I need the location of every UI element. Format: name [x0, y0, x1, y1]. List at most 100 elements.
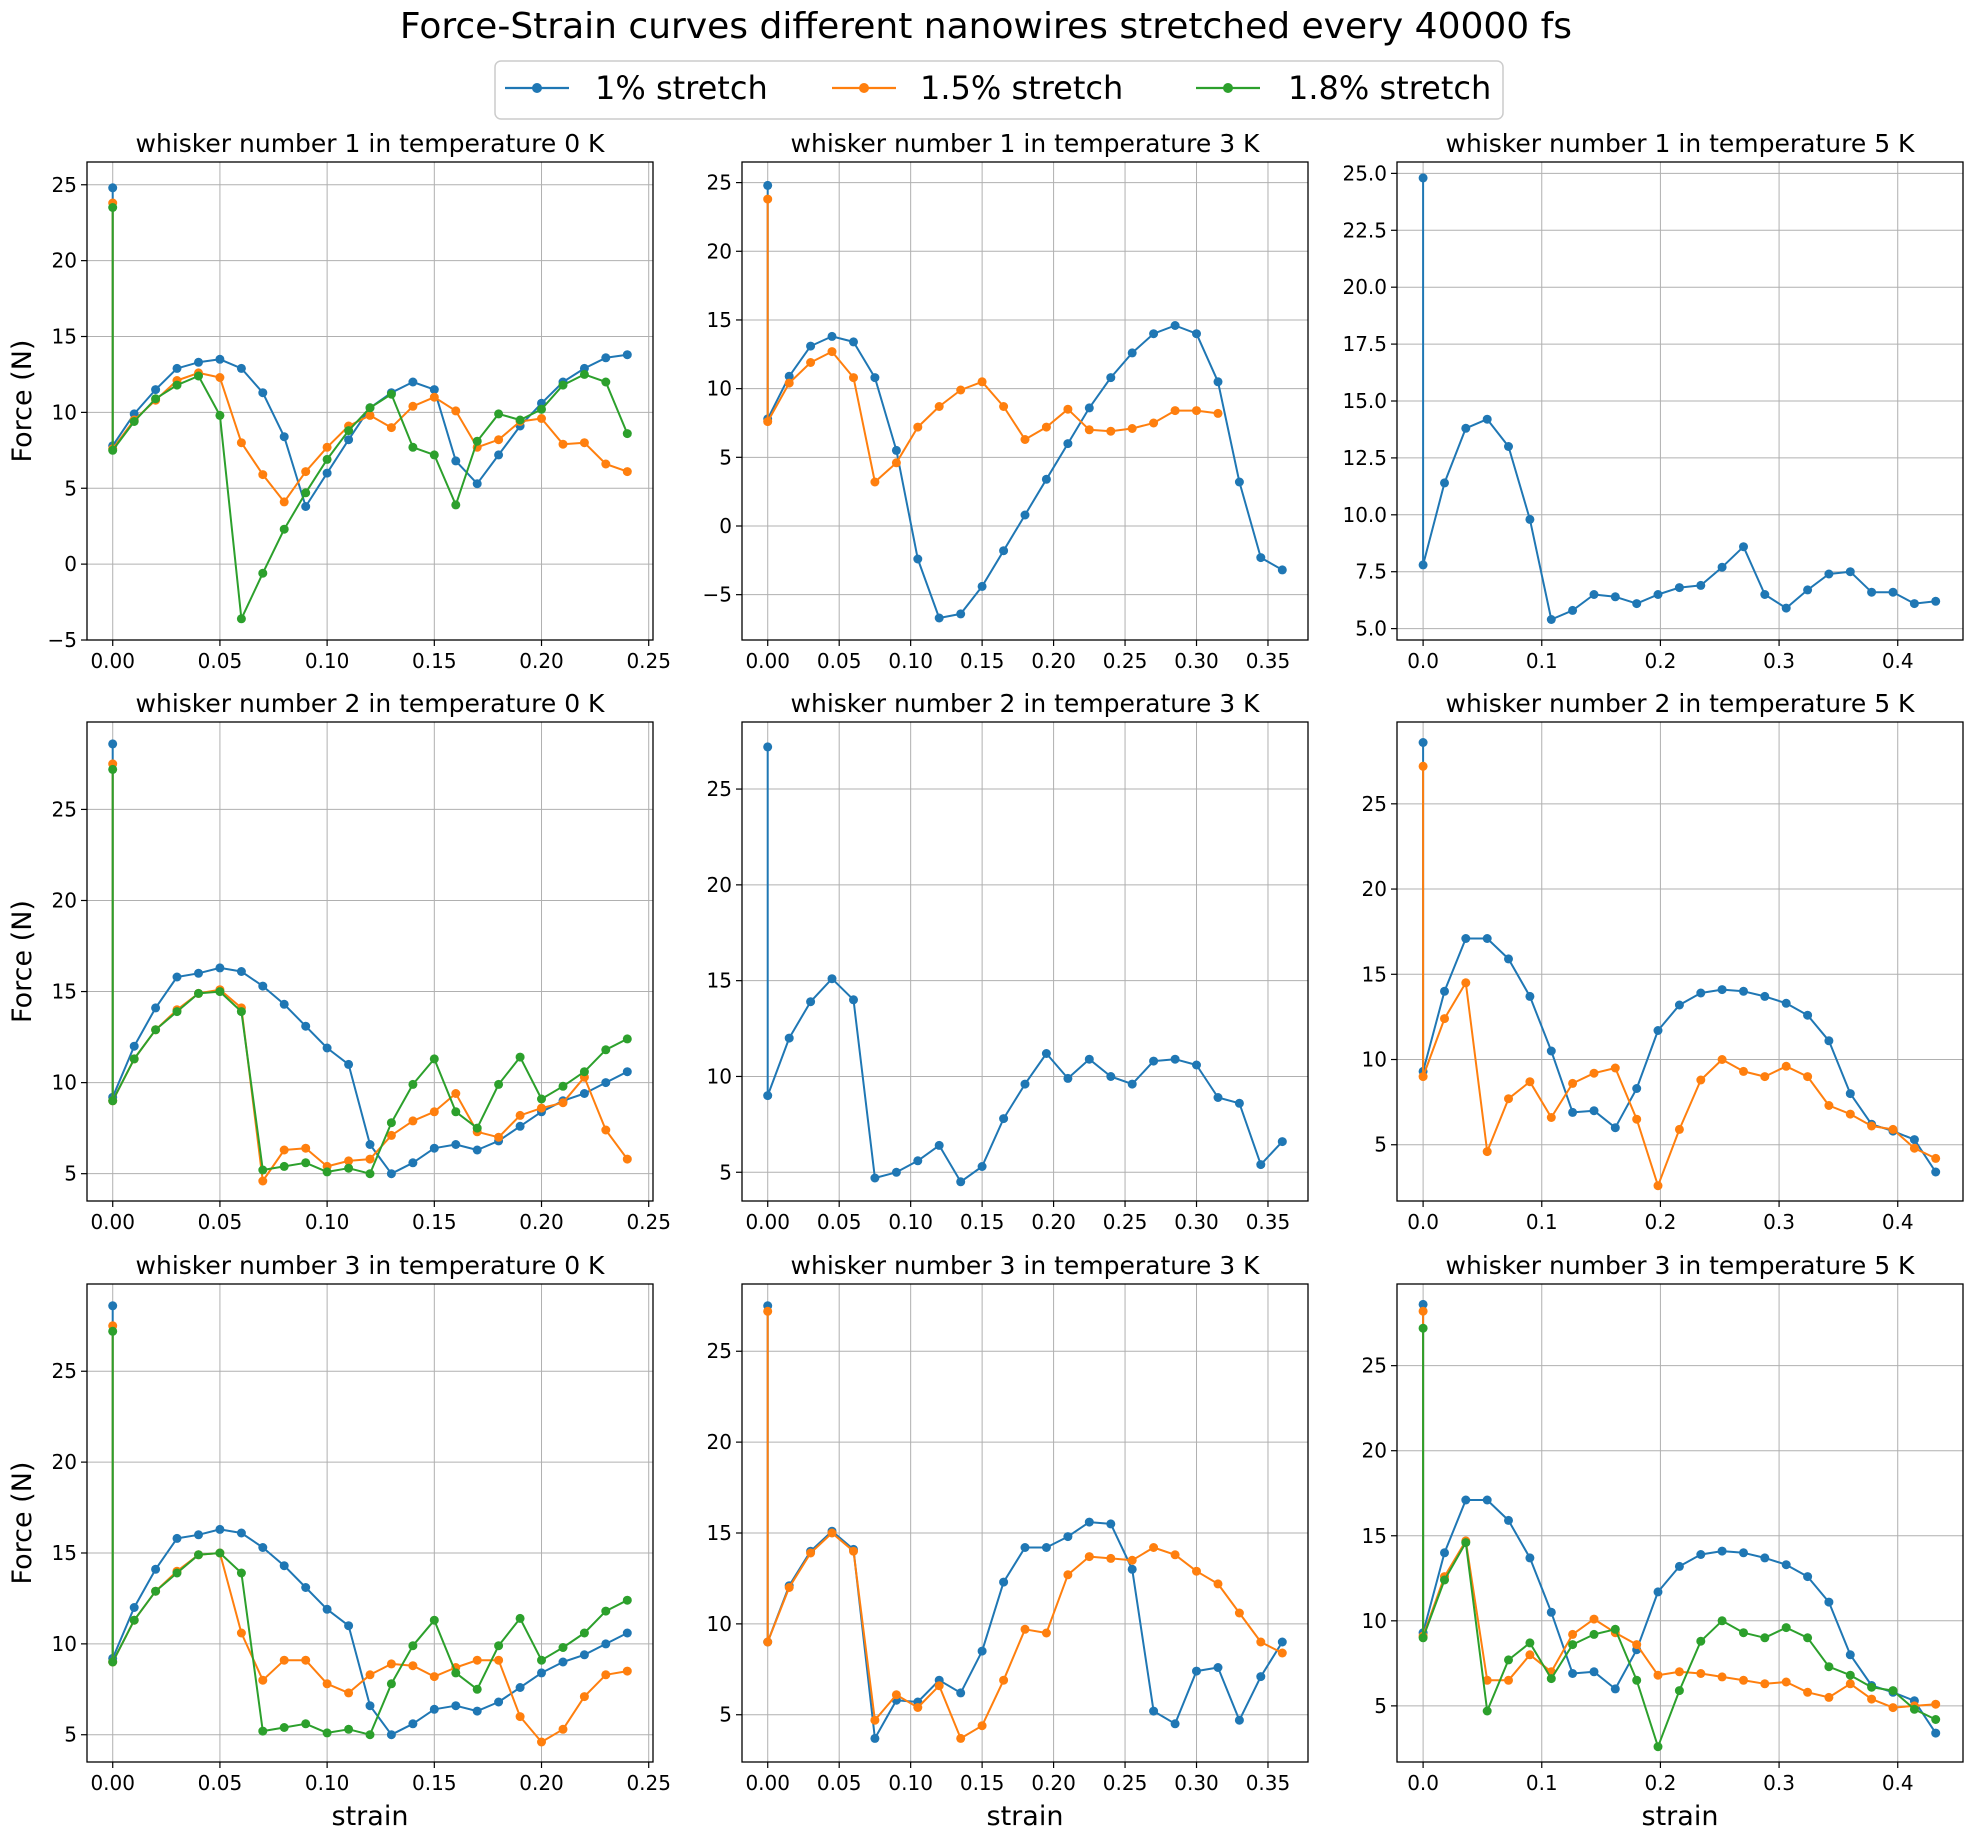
panel-9-series-3-point-14: [1696, 1636, 1706, 1646]
panel-8-series-2-point-16: [1084, 1552, 1094, 1562]
panel-4-series-2-point-22: [558, 1098, 568, 1108]
panel-1-series-1-point-5: [194, 357, 203, 367]
panel-7-series-2-point-25: [622, 1666, 632, 1676]
panel-4-series-1-point-24: [601, 1078, 611, 1088]
panel-9-series-3-point-19: [1803, 1633, 1813, 1643]
legend-entry-3: 1.8% stretch: [1196, 69, 1491, 107]
panel-2-series-1-point-5: [849, 337, 858, 347]
panel-2-series-1-point-19: [1149, 329, 1159, 339]
panel-1-ytick-label-0: −5: [48, 628, 77, 652]
panel-8-xtick-label-1: 0.05: [817, 1771, 862, 1795]
panel-8-xlabel: strain: [987, 1801, 1064, 1832]
panel-4-series-3-point-0: [108, 764, 118, 774]
panel-6-series-2-point-15: [1717, 1055, 1727, 1064]
panel-5: 0.00 0.05 0.10 0.15 0.20 0.25 0.30 0.35 5 10 15 20 2…: [707, 689, 1309, 1234]
panel-7-series-3-point-5: [194, 1550, 203, 1560]
panel-6-series-2-point-2: [1440, 1014, 1449, 1024]
panel-4-series-2-point-9: [279, 1145, 289, 1155]
panel-4-frame: [86, 721, 654, 1202]
panel-1-ytick-label-5: 20: [52, 249, 77, 273]
panel-7-series-1-point-13: [365, 1701, 375, 1711]
panel-9-xtick-label-0: 0.0: [1407, 1771, 1439, 1795]
panel-2-series-1-point-18: [1127, 348, 1137, 358]
panel-8-series-2-point-25: [1277, 1648, 1287, 1658]
panel-1-series-1-point-4: [172, 363, 182, 373]
panel-1-series-2-point-15: [408, 401, 418, 411]
panel-3-series-1-point-4: [1482, 414, 1492, 424]
panel-1-series-3-point-3: [151, 394, 161, 404]
panel-9-series-2-point-14: [1696, 1669, 1706, 1678]
panel-4-series-2-point-16: [429, 1107, 439, 1117]
panel-6-series-2-point-19: [1803, 1072, 1813, 1082]
panel-1-series-1-point-18: [472, 479, 482, 489]
panel-2-series-2-point-0: [763, 194, 773, 204]
panel-6-series-1: [1418, 738, 1941, 1177]
panel-7-series-1-point-0: [108, 1301, 118, 1311]
panel-3-ytick-label-4: 15.0: [1342, 389, 1387, 413]
panel-9-ytick-label-3: 20: [1362, 1439, 1387, 1463]
panel-4-series-3-point-6: [215, 987, 225, 997]
panel-9-series-3-point-24: [1909, 1704, 1919, 1714]
panel-7-series-1-point-14: [386, 1730, 396, 1740]
panel-2-series-2-point-12: [999, 402, 1009, 411]
panel-8-series-2-point-18: [1127, 1555, 1137, 1565]
panel-4-series-2-point-14: [386, 1130, 396, 1140]
panel-7-series-2-point-15: [408, 1661, 418, 1671]
panel-9-series-3-point-15: [1717, 1616, 1727, 1626]
panel-9-series-1-point-10: [1610, 1684, 1620, 1694]
panel-3-series-1-point-12: [1653, 590, 1663, 599]
panel-7-series-3-point-11: [322, 1728, 332, 1738]
panel-1-series-3-point-23: [579, 369, 589, 379]
panel-6-series-2-point-13: [1674, 1124, 1684, 1134]
panel-2-ytick-label-4: 15: [707, 308, 732, 332]
panel-4-series-3-point-8: [258, 1165, 268, 1175]
panel-4-series-3-point-14: [386, 1118, 396, 1128]
panel-2-ytick-label-2: 5: [719, 445, 732, 469]
panel-6-series-2-point-3: [1461, 978, 1471, 988]
panel-5-series-1-point-24: [1256, 1160, 1266, 1170]
panel-6: 0.0 0.1 0.2 0.3 0.4 5 10 15 20 25 whisker number 2…: [1362, 689, 1964, 1234]
panel-5-xtick-label-3: 0.15: [960, 1210, 1005, 1234]
panel-7-series-3-point-22: [558, 1643, 568, 1652]
panel-1-series-3-point-12: [344, 426, 354, 436]
panel-8-series-2-point-7: [891, 1690, 901, 1700]
panel-5-series-1-point-2: [784, 1033, 794, 1043]
panel-8-title: whisker number 3 in temperature 3 K: [791, 1251, 1261, 1280]
panel-7-series-2-point-12: [344, 1688, 354, 1698]
panel-3-series-1: [1418, 173, 1941, 624]
panel-7-series-2-point-24: [601, 1670, 611, 1680]
panel-1-series-2-point-13: [365, 410, 375, 420]
panel-5-series-1-point-6: [870, 1173, 880, 1183]
panel-8-series-2-point-3: [806, 1548, 816, 1558]
panel-6-xtick-label-4: 0.4: [1882, 1210, 1914, 1234]
panel-5-series-1-point-8: [913, 1156, 923, 1166]
panel-9-series-2-point-22: [1867, 1694, 1877, 1704]
panel-5-series-1-point-0: [763, 742, 773, 752]
panel-4-series-1-point-10: [301, 1021, 311, 1031]
legend-entry-2: 1.5% stretch: [832, 69, 1123, 107]
panel-6-series-1-point-3: [1461, 934, 1471, 943]
panel-7-series-2-point-14: [386, 1659, 396, 1669]
panel-3-series-1-point-13: [1674, 583, 1684, 593]
panel-4-series-3: [108, 764, 632, 1179]
panel-3-series-1-point-11: [1632, 599, 1642, 609]
panel-9-series-3-point-18: [1781, 1623, 1791, 1633]
panel-4-series-2-point-8: [258, 1176, 268, 1186]
panel-3: 0.0 0.1 0.2 0.3 0.4 5.0 7.5 10.0 12.5 15.0 17.5 20.…: [1342, 129, 1964, 673]
panel-1-series-1-point-17: [451, 456, 461, 466]
panel-7-series-1-point-8: [258, 1543, 268, 1552]
panel-3-series-1-point-1: [1418, 560, 1428, 570]
panel-1-title: whisker number 1 in temperature 0 K: [136, 129, 606, 158]
panel-4-series-3-point-13: [365, 1169, 375, 1179]
panel-9-series-2-point-17: [1760, 1679, 1770, 1689]
panel-1-xtick-label-2: 0.10: [305, 649, 350, 673]
panel-2-xtick-label-4: 0.20: [1031, 649, 1076, 673]
panel-2-series-1-point-15: [1063, 439, 1073, 449]
panel-7-series-2-point-22: [558, 1724, 568, 1734]
panel-1-xtick-label-3: 0.15: [412, 649, 457, 673]
panel-3-series-1-point-24: [1909, 599, 1919, 609]
panel-7-xtick-label-1: 0.05: [198, 1771, 243, 1795]
panel-4-series-1-point-9: [279, 999, 289, 1009]
panel-9-series-3-point-23: [1888, 1686, 1898, 1696]
